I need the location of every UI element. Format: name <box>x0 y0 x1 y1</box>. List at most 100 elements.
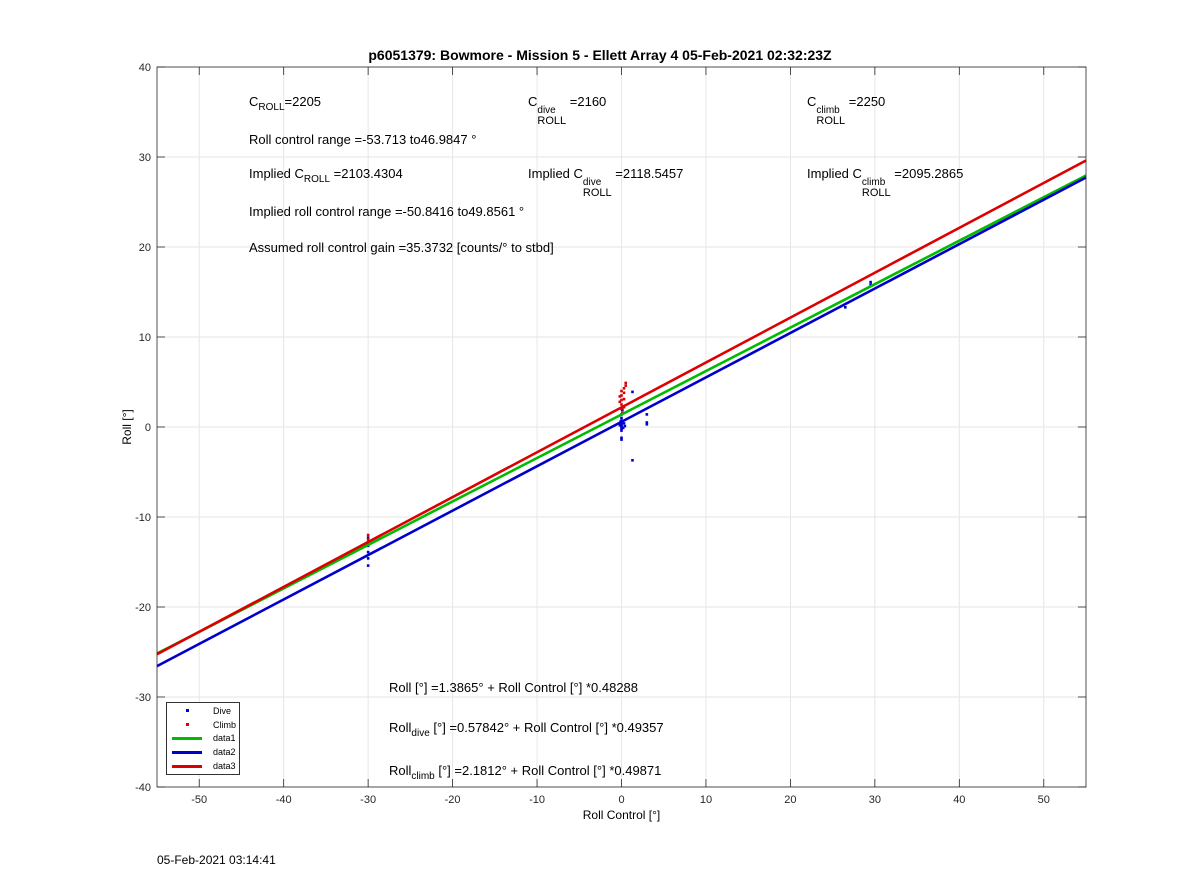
y-tick-label: 20 <box>139 242 151 254</box>
y-tick-label: -10 <box>135 512 151 524</box>
dive-point <box>620 429 623 432</box>
y-tick-label: -30 <box>135 692 151 704</box>
fit-dive-prefix: Roll <box>389 720 412 735</box>
x-tick-label: 0 <box>618 794 624 806</box>
dive-point <box>618 423 622 427</box>
climb-point <box>620 398 623 402</box>
dive-point <box>620 436 623 440</box>
implied-c-climb-sup: climb <box>861 177 886 188</box>
implied-c-dive-sup: dive <box>582 177 602 188</box>
dive-point <box>631 390 634 394</box>
climb-point <box>620 403 623 406</box>
dive-point <box>869 280 872 284</box>
climb-point <box>620 394 623 397</box>
fit-dive-text: Rolldive [°] =0.57842° + Roll Control [°… <box>389 720 664 739</box>
legend: Dive Climb data1 data2 data3 <box>166 702 240 775</box>
climb-point <box>618 395 622 398</box>
x-tick-label: -10 <box>529 794 545 806</box>
dive-point <box>366 550 370 554</box>
fit-climb-sub: climb <box>411 771 435 782</box>
climb-point <box>624 384 628 387</box>
x-tick-label: 10 <box>700 794 712 806</box>
plot-series <box>156 159 1087 668</box>
dive-point <box>869 283 872 287</box>
chart-title: p6051379: Bowmore - Mission 5 - Ellett A… <box>368 47 832 63</box>
dive-point <box>622 422 626 425</box>
y-axis-label: Roll [°] <box>120 409 134 445</box>
y-tick-label: 30 <box>139 152 151 164</box>
c-dive-letter: C <box>528 94 538 109</box>
legend-data2-label: data2 <box>213 747 236 757</box>
dive-point <box>631 459 634 462</box>
dive-point <box>645 421 649 424</box>
dive-point <box>620 424 623 428</box>
c-climb-sub: ROLL <box>816 115 846 127</box>
legend-item-climb: Climb <box>167 719 239 732</box>
axes: -50 -40 -30 -20 -10 0 10 20 30 40 50 -40 -30 -20 -10 0 1… <box>135 62 1086 806</box>
dive-point <box>620 423 623 426</box>
implied-c-roll-prefix: Implied C <box>249 166 304 181</box>
roll-control-range-text: Roll control range =-53.713 to46.9847 ° <box>249 132 477 147</box>
dive-point <box>620 416 623 420</box>
x-tick-label: -50 <box>191 794 207 806</box>
implied-c-climb-sub: ROLL <box>861 187 891 199</box>
legend-dive-marker <box>186 709 189 712</box>
x-axis-label: Roll Control [°] <box>582 808 661 822</box>
climb-point <box>620 407 623 411</box>
climb-point <box>624 381 628 385</box>
implied-c-climb-prefix: Implied C <box>807 166 862 181</box>
fit-dive-rest: [°] =0.57842° + Roll Control [°] *0.4935… <box>429 720 664 735</box>
legend-item-data2: data2 <box>167 746 239 759</box>
c-dive-value: =2160 <box>569 94 607 109</box>
fit-line-data1 <box>156 174 1087 655</box>
legend-data3-line <box>172 765 202 768</box>
legend-climb-marker <box>186 723 189 726</box>
y-tick-label: -20 <box>135 602 151 614</box>
x-tick-label: -40 <box>276 794 292 806</box>
implied-c-roll-value: =2103.4304 <box>333 166 403 181</box>
footer-timestamp: 05-Feb-2021 03:14:41 <box>157 853 276 867</box>
climb-point <box>366 533 370 537</box>
legend-data3-label: data3 <box>213 761 236 771</box>
x-tick-label: 40 <box>953 794 965 806</box>
dive-point <box>620 438 623 441</box>
implied-c-roll-text: Implied CROLL =2103.4304 <box>249 166 403 185</box>
legend-climb-label: Climb <box>213 720 237 730</box>
y-tick-label: -40 <box>135 782 151 794</box>
assumed-gain-text: Assumed roll control gain =35.3732 [coun… <box>249 240 554 255</box>
climb-point <box>620 389 623 393</box>
x-tick-label: 20 <box>784 794 796 806</box>
legend-dive-label: Dive <box>213 706 232 716</box>
dive-point <box>645 423 649 426</box>
fit-line-data2 <box>156 176 1087 668</box>
implied-c-roll-sub: ROLL <box>303 174 331 185</box>
implied-c-dive-value: =2118.5457 <box>615 166 684 181</box>
dive-point <box>620 427 623 431</box>
climb-point <box>622 387 626 390</box>
legend-item-data1: data1 <box>167 732 239 745</box>
implied-c-dive-sub: ROLL <box>582 187 612 199</box>
dive-point <box>366 564 370 567</box>
implied-c-climb-value: =2095.2865 <box>894 166 964 181</box>
climb-point <box>622 397 626 401</box>
implied-c-dive-prefix: Implied C <box>528 166 583 181</box>
dive-point <box>621 426 625 430</box>
climb-point <box>366 538 370 541</box>
legend-item-data3: data3 <box>167 760 239 773</box>
climb-point <box>622 391 626 395</box>
c-dive-sup: dive <box>537 105 556 116</box>
series-climb <box>366 381 628 546</box>
dive-point <box>844 306 847 309</box>
c-climb-value: =2250 <box>848 94 886 109</box>
y-tick-label: 10 <box>139 332 151 344</box>
x-tick-label: -20 <box>445 794 461 806</box>
fit-all-text: Roll [°] =1.3865° + Roll Control [°] *0.… <box>389 680 639 695</box>
x-tick-label: -30 <box>360 794 376 806</box>
climb-point <box>618 400 622 404</box>
c-roll-sub: ROLL <box>258 102 285 113</box>
